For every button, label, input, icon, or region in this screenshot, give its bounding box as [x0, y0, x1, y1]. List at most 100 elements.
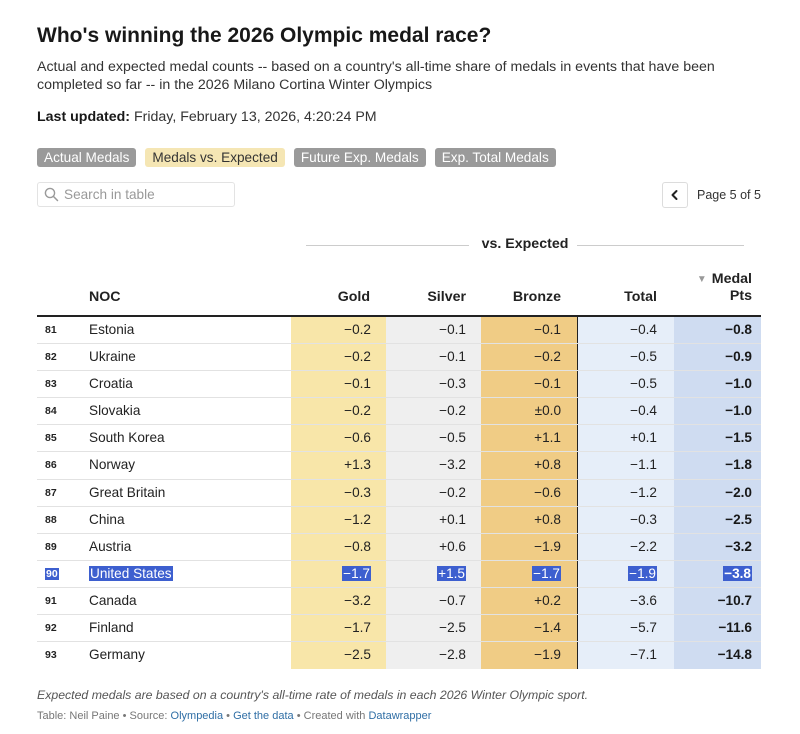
row-silver: −0.1 — [386, 344, 466, 370]
row-bronze-value: −1.9 — [534, 647, 561, 663]
header-gold[interactable]: Gold — [337, 289, 370, 305]
row-silver: +1.5 — [386, 561, 466, 587]
row-noc-text: Austria — [89, 538, 132, 554]
row-gold-value: −0.2 — [344, 322, 371, 337]
row-gold: −2.5 — [291, 642, 371, 668]
row-silver-value: −2.8 — [439, 647, 466, 663]
row-gold-value: −2.5 — [344, 647, 371, 663]
header-silver[interactable]: Silver — [427, 289, 466, 305]
row-total: +0.1 — [577, 425, 657, 451]
row-pts: −10.7 — [672, 588, 752, 614]
row-silver-value: −2.5 — [439, 620, 466, 636]
page-indicator: Page 5 of 5 — [697, 188, 761, 202]
row-silver: −0.7 — [386, 588, 466, 614]
row-rank-text: 89 — [45, 540, 57, 553]
row-noc-text: Finland — [89, 620, 134, 636]
row-bronze: +0.2 — [481, 588, 561, 614]
footer-credits: Table: Neil Paine • Source: Olympedia • … — [37, 710, 431, 722]
row-rank: 85 — [45, 425, 57, 451]
row-silver: −2.5 — [386, 615, 466, 641]
row-bronze-value: −1.7 — [532, 565, 561, 581]
last-updated-value: Friday, February 13, 2026, 4:20:24 PM — [133, 109, 377, 125]
search-box[interactable] — [37, 182, 235, 207]
row-total: −1.1 — [577, 452, 657, 478]
tab-actual-medals[interactable]: Actual Medals — [37, 148, 137, 167]
row-total: −0.4 — [577, 398, 657, 424]
row-bronze: +0.8 — [481, 507, 561, 533]
table-row: 87 Great Britain −0.3 −0.2 −0.6 −1.2 −2.0 — [37, 480, 761, 507]
row-rank-text: 87 — [45, 486, 57, 499]
row-pts-value: −1.0 — [725, 376, 752, 392]
row-bronze: −0.1 — [481, 371, 561, 397]
row-rank-text: 82 — [45, 351, 57, 364]
row-noc: Ukraine — [89, 344, 136, 370]
row-pts-value: −11.6 — [718, 620, 752, 636]
row-rank: 81 — [45, 317, 57, 343]
header-medal-pts[interactable]: ▼ Medal Pts — [672, 271, 752, 305]
tab-medals-vs-expected[interactable]: Medals vs. Expected — [145, 148, 285, 167]
row-bronze-value: −0.2 — [534, 349, 561, 365]
row-noc-text: United States — [89, 565, 173, 581]
header-noc[interactable]: NOC — [89, 289, 121, 305]
row-noc-text: Slovakia — [89, 403, 141, 419]
tab-bar: Actual Medals Medals vs. Expected Future… — [37, 148, 556, 167]
row-bronze: −0.2 — [481, 344, 561, 370]
row-silver-value: −0.1 — [439, 349, 466, 365]
row-gold: −1.7 — [291, 561, 371, 587]
row-gold-value: −1.7 — [344, 620, 371, 636]
row-total-value: −0.4 — [630, 322, 657, 337]
header-bronze[interactable]: Bronze — [512, 289, 561, 305]
row-rank: 93 — [45, 642, 57, 668]
row-gold: −0.2 — [291, 344, 371, 370]
column-group-header: vs. Expected — [306, 236, 744, 254]
row-gold: −1.7 — [291, 615, 371, 641]
row-noc: South Korea — [89, 425, 165, 451]
tab-future-exp-medals[interactable]: Future Exp. Medals — [293, 148, 426, 167]
search-input[interactable] — [64, 187, 224, 202]
table-row: 85 South Korea −0.6 −0.5 +1.1 +0.1 −1.5 — [37, 425, 761, 453]
table-row: 84 Slovakia −0.2 −0.2 ±0.0 −0.4 −1.0 — [37, 398, 761, 426]
bronze-column-shading — [481, 317, 577, 669]
row-bronze: +0.8 — [481, 452, 561, 478]
row-gold-value: +1.3 — [344, 457, 371, 473]
row-rank-text: 81 — [45, 324, 57, 336]
row-gold-value: −1.7 — [342, 565, 371, 581]
row-noc-text: Estonia — [89, 322, 135, 337]
get-data-link[interactable]: Get the data — [233, 710, 294, 722]
row-silver: −3.2 — [386, 452, 466, 478]
row-pts-value: −1.8 — [725, 457, 752, 473]
row-bronze-value: +0.8 — [534, 511, 561, 527]
row-rank-text: 90 — [45, 567, 59, 580]
row-total: −7.1 — [577, 642, 657, 668]
row-rank: 90 — [45, 561, 59, 587]
header-total[interactable]: Total — [624, 289, 657, 305]
row-gold-value: −0.8 — [344, 538, 371, 554]
row-total-value: −7.1 — [630, 647, 657, 663]
row-silver-value: −0.3 — [439, 376, 466, 392]
row-total: −5.7 — [577, 615, 657, 641]
tab-exp-total-medals[interactable]: Exp. Total Medals — [434, 148, 556, 167]
row-rank: 83 — [45, 371, 57, 397]
row-total: −1.2 — [577, 480, 657, 506]
total-column-shading — [577, 317, 674, 669]
row-noc: Austria — [89, 534, 131, 560]
row-silver: −0.5 — [386, 425, 466, 451]
table-row: 81 Estonia −0.2 −0.1 −0.1 −0.4 −0.8 — [37, 317, 761, 345]
pts-column-shading — [674, 317, 761, 669]
row-silver-value: +0.6 — [439, 538, 466, 554]
row-silver: +0.6 — [386, 534, 466, 560]
source-link[interactable]: Olympedia — [170, 710, 224, 722]
row-bronze-value: −1.4 — [534, 620, 561, 636]
last-updated: Last updated: Friday, February 13, 2026,… — [37, 109, 377, 125]
row-gold: −0.2 — [291, 317, 371, 343]
table-row: 86 Norway +1.3 −3.2 +0.8 −1.1 −1.8 — [37, 452, 761, 480]
table-row: 92 Finland −1.7 −2.5 −1.4 −5.7 −11.6 — [37, 615, 761, 643]
row-bronze: −1.9 — [481, 642, 561, 668]
row-silver: −0.2 — [386, 398, 466, 424]
row-total: −2.2 — [577, 534, 657, 560]
row-silver: −2.8 — [386, 642, 466, 668]
row-pts: −14.8 — [672, 642, 752, 668]
datawrapper-link[interactable]: Datawrapper — [368, 710, 432, 722]
previous-page-button[interactable] — [662, 182, 688, 208]
silver-column-shading — [386, 317, 481, 669]
